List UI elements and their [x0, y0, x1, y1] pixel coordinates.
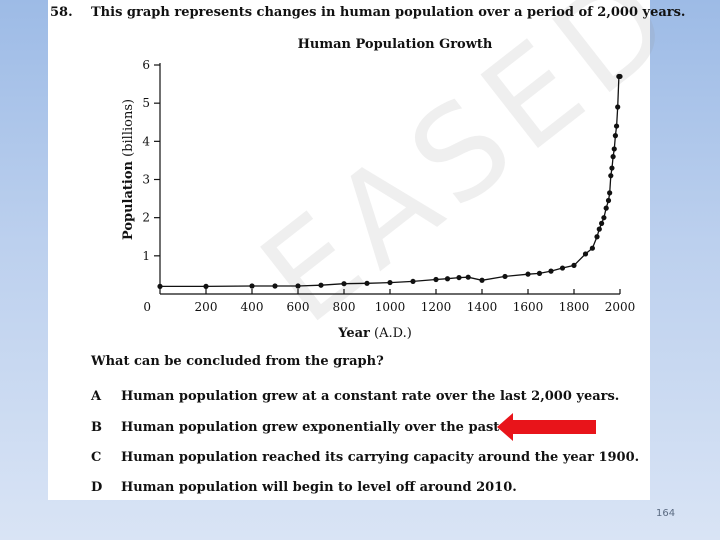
chart-title: Human Population Growth	[298, 37, 493, 52]
data-point	[444, 276, 451, 282]
data-point	[318, 282, 324, 288]
y-tick-label: 1	[142, 249, 150, 263]
option-letter: A	[91, 389, 102, 404]
option-text: Human population will begin to level off…	[121, 480, 517, 495]
data-point	[559, 265, 566, 271]
data-point	[525, 271, 531, 277]
worksheet-card	[48, 0, 650, 500]
data-point	[611, 146, 617, 152]
y-tick-label: 3	[142, 173, 150, 187]
y-tick-label: 4	[142, 134, 150, 148]
page-number: 164	[656, 508, 676, 519]
option-letter: D	[91, 480, 103, 495]
y-tick-label: 6	[142, 58, 150, 72]
x-tick-label: 2000	[605, 300, 636, 314]
data-point	[157, 283, 163, 289]
x-tick-label: 400	[241, 300, 264, 314]
data-point	[617, 73, 623, 80]
x-tick-label: 600	[287, 300, 310, 314]
data-point	[601, 215, 607, 221]
data-point	[612, 133, 618, 139]
data-point	[433, 276, 439, 283]
data-point	[589, 245, 595, 251]
x-tick-label: 1400	[467, 300, 498, 314]
option-a[interactable]: A Human population grew at a constant rat…	[91, 389, 651, 404]
data-point	[582, 251, 589, 257]
data-point	[605, 197, 612, 204]
x-axis-label: Year (A.D.)	[337, 326, 412, 341]
y-tick-label: 5	[142, 96, 150, 110]
data-point	[596, 226, 602, 232]
red-arrow-icon	[497, 413, 596, 441]
y-axis-label-bold: Population	[121, 160, 136, 240]
data-point	[341, 281, 347, 287]
data-point	[607, 190, 613, 196]
data-point	[603, 205, 609, 211]
y-axis-label: Population (billions)	[121, 99, 136, 240]
option-b[interactable]: B Human population grew exponentially ove…	[91, 420, 651, 435]
y-axis-label-rest: (billions)	[121, 99, 136, 161]
data-point	[571, 262, 577, 268]
data-point	[548, 268, 554, 274]
data-point	[502, 273, 508, 280]
option-letter: C	[91, 450, 102, 465]
data-point	[456, 274, 462, 281]
population-series-line	[160, 75, 620, 288]
x-tick-label: 1000	[375, 300, 406, 314]
data-point	[387, 279, 393, 286]
data-point	[410, 278, 416, 285]
data-point	[615, 104, 621, 110]
data-point	[536, 270, 543, 276]
population-chart: Human Population Growth 1 2 3 4 5 6 0 200 400 600 8…	[121, 37, 636, 341]
data-point	[613, 123, 620, 129]
data-point	[610, 154, 616, 160]
x-tick-label: 200	[195, 300, 218, 314]
data-point	[272, 283, 278, 289]
y-tick-label: 2	[142, 211, 150, 225]
question-number: 58.	[50, 5, 73, 20]
data-point	[479, 277, 485, 283]
data-point	[364, 280, 370, 286]
option-text: Human population grew at a constant rate…	[121, 389, 620, 404]
data-point	[465, 274, 471, 280]
data-point	[594, 234, 600, 240]
option-d[interactable]: D Human population will begin to level of…	[91, 480, 651, 495]
option-text: Human population reached its carrying ca…	[121, 450, 640, 465]
option-letter: B	[91, 420, 102, 435]
question-prompt: What can be concluded from the graph?	[91, 354, 384, 369]
data-point	[295, 283, 301, 289]
option-c[interactable]: C Human population reached its carrying c…	[91, 450, 651, 465]
x-tick-label: 1200	[421, 300, 452, 314]
data-point	[608, 173, 614, 179]
question-text: This graph represents changes in human p…	[91, 5, 686, 20]
x-tick-label: 1800	[559, 300, 590, 314]
x-tick-label: 800	[333, 300, 356, 314]
data-point	[203, 283, 209, 289]
x-tick-label: 1600	[513, 300, 544, 314]
data-point	[249, 283, 255, 289]
data-point	[609, 165, 615, 171]
option-text: Human population grew exponentially over…	[121, 420, 579, 435]
x-tick-label: 0	[143, 300, 151, 314]
data-point	[599, 220, 605, 226]
x-axis-label-bold: Year	[337, 326, 370, 341]
x-axis-label-rest: (A.D.)	[370, 326, 412, 341]
